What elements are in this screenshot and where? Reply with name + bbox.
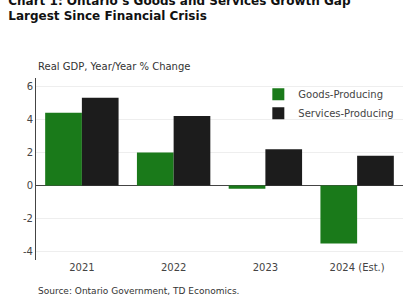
svg-text:2: 2 bbox=[27, 147, 33, 158]
svg-text:Source: Ontario Government, TD: Source: Ontario Government, TD Economics… bbox=[38, 286, 239, 296]
svg-text:Goods-Producing: Goods-Producing bbox=[298, 89, 383, 100]
svg-text:0: 0 bbox=[27, 180, 33, 191]
svg-text:4: 4 bbox=[27, 114, 33, 125]
svg-text:2021: 2021 bbox=[69, 262, 94, 273]
svg-text:2024 (Est.): 2024 (Est.) bbox=[330, 262, 385, 273]
svg-text:-4: -4 bbox=[23, 246, 33, 257]
svg-text:2023: 2023 bbox=[253, 262, 278, 273]
svg-text:Services-Producing: Services-Producing bbox=[298, 108, 393, 119]
svg-text:Chart 1: Ontario’s Goods and S: Chart 1: Ontario’s Goods and Services Gr… bbox=[8, 0, 351, 23]
svg-text:Real GDP, Year/Year % Change: Real GDP, Year/Year % Change bbox=[38, 61, 190, 72]
svg-text:2022: 2022 bbox=[161, 262, 186, 273]
svg-text:-2: -2 bbox=[23, 213, 33, 224]
svg-text:6: 6 bbox=[27, 81, 33, 92]
